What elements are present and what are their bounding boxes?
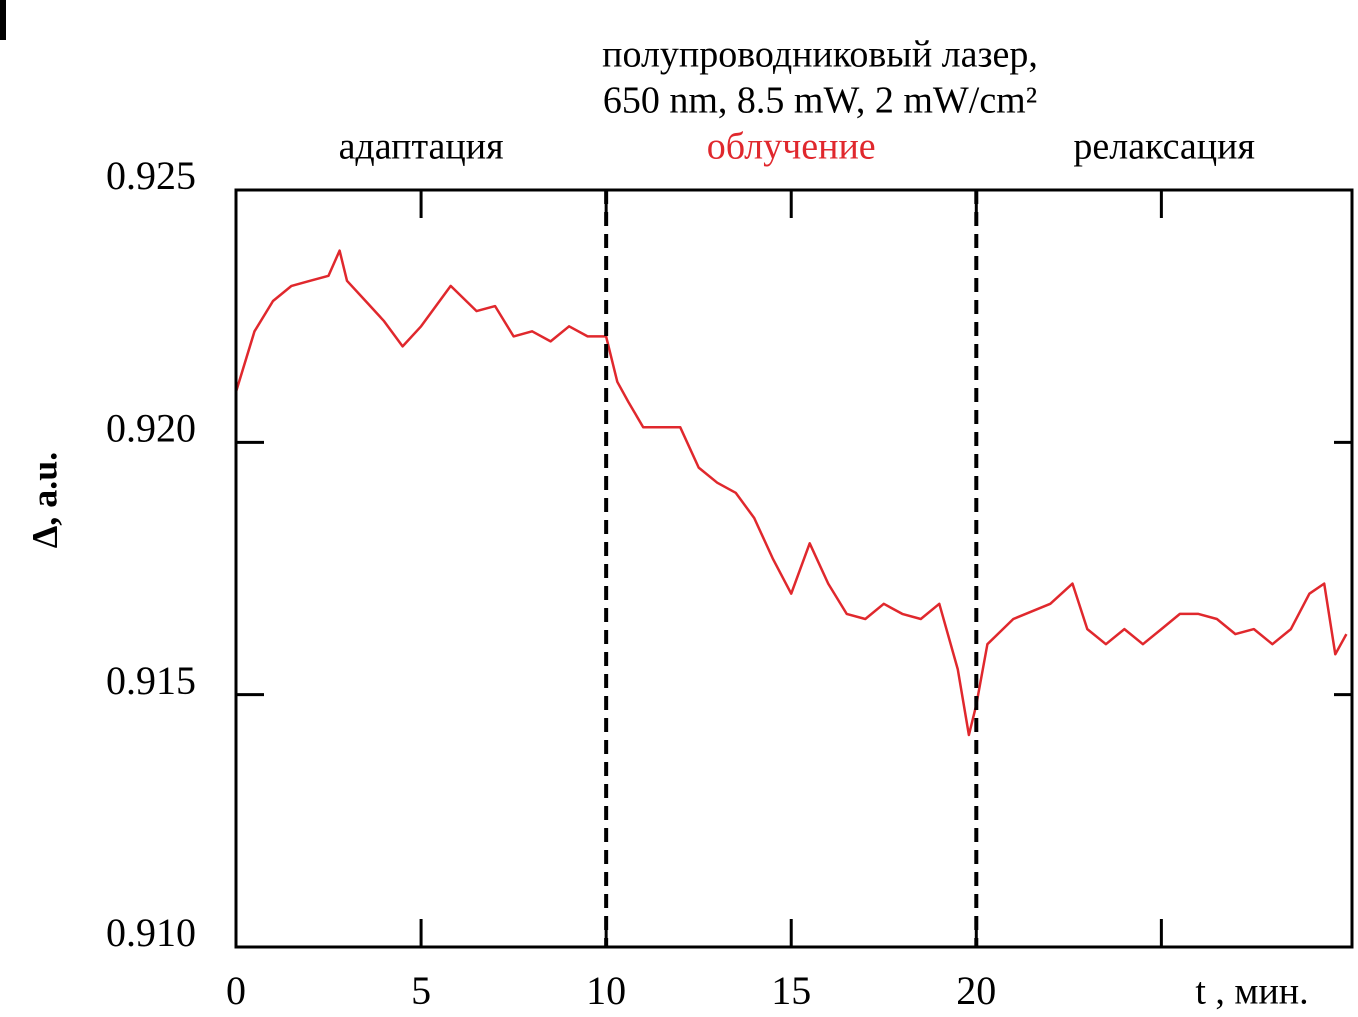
y-tick-label: 0.925 — [106, 153, 196, 198]
x-tick-label: 5 — [411, 968, 431, 1013]
y-tick-label: 0.915 — [106, 658, 196, 703]
y-axis-label: Δ, a.u. — [24, 452, 64, 549]
x-tick-label: 15 — [771, 968, 811, 1013]
x-tick-label: 10 — [586, 968, 626, 1013]
phase-label: релаксация — [1073, 126, 1255, 168]
phase-label: адаптация — [339, 126, 504, 168]
plot-frame — [234, 188, 1354, 949]
phase-label: облучение — [707, 126, 876, 168]
x-tick-label: 0 — [226, 968, 246, 1013]
y-tick-label: 0.910 — [106, 910, 196, 955]
y-tick-label: 0.920 — [106, 406, 196, 451]
x-tick-label: 20 — [956, 968, 996, 1013]
annotation: 650 nm, 8.5 mW, 2 mW/cm² — [603, 80, 1037, 122]
annotation: полупроводниковый лазер, — [602, 34, 1038, 76]
data-line — [234, 249, 1348, 737]
panel-mark — [0, 0, 6, 40]
x-axis-label: t , мин. — [1195, 971, 1308, 1013]
